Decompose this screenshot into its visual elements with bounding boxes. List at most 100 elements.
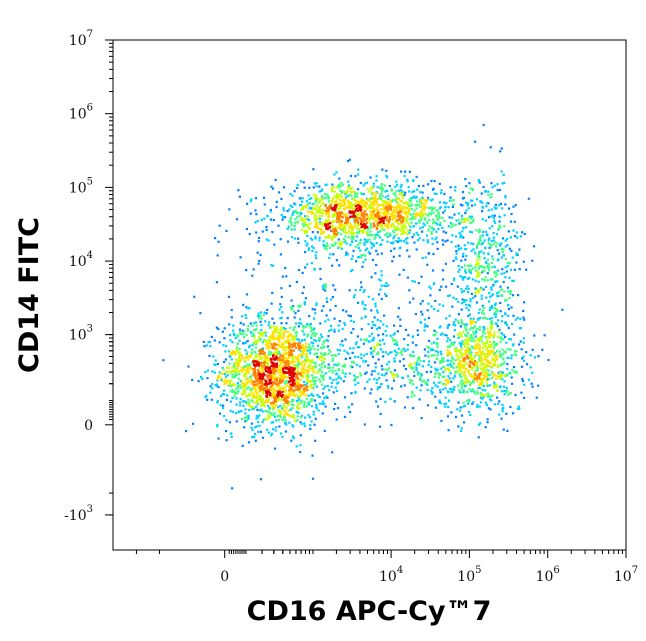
event-dot	[278, 373, 281, 376]
event-dot	[208, 341, 211, 344]
event-dot	[361, 199, 364, 202]
event-dot	[468, 384, 471, 387]
event-dot	[280, 306, 283, 309]
event-dot	[368, 334, 371, 338]
event-dot	[257, 377, 260, 380]
event-dot	[455, 235, 458, 238]
event-dot	[485, 202, 489, 205]
event-dot	[396, 183, 399, 186]
event-dot	[341, 204, 344, 207]
event-dot	[252, 332, 255, 335]
event-dot	[367, 198, 370, 201]
event-dot	[344, 231, 347, 234]
event-dot	[289, 204, 292, 207]
event-dot	[185, 430, 188, 433]
event-dot	[216, 254, 219, 257]
event-dot	[382, 207, 385, 210]
event-dot	[244, 342, 247, 345]
event-dot	[304, 221, 307, 224]
event-dot	[300, 399, 303, 402]
event-dot	[509, 289, 512, 292]
event-dot	[301, 352, 304, 355]
event-dot	[312, 207, 315, 211]
event-dot	[320, 196, 324, 199]
event-dot	[512, 229, 515, 232]
event-dot	[491, 214, 494, 217]
event-dot	[282, 408, 285, 412]
event-dot	[490, 317, 493, 320]
event-dot	[286, 400, 289, 403]
event-dot	[301, 200, 304, 203]
event-dot	[406, 215, 409, 218]
event-dot	[349, 231, 353, 234]
event-dot	[286, 362, 289, 365]
event-dot	[351, 190, 354, 193]
event-dot	[258, 394, 261, 397]
event-dot	[332, 391, 335, 394]
event-dot	[264, 410, 267, 413]
event-dot	[320, 355, 323, 358]
event-dot	[455, 366, 458, 369]
event-dot	[439, 388, 442, 391]
event-dot	[334, 226, 337, 229]
event-dot	[393, 374, 396, 377]
event-dot	[396, 352, 400, 355]
event-dot	[253, 350, 256, 353]
event-dot	[292, 435, 295, 438]
event-dot	[311, 308, 314, 311]
event-dot	[490, 239, 493, 242]
event-dot	[241, 367, 245, 370]
event-dot	[237, 377, 240, 380]
event-dot	[266, 362, 269, 365]
event-dot	[329, 236, 332, 239]
event-dot	[344, 201, 347, 204]
event-dot	[209, 391, 212, 394]
event-dot	[297, 354, 300, 357]
event-dot	[292, 310, 295, 313]
event-dot	[247, 417, 250, 420]
event-dot	[477, 311, 480, 314]
event-dot	[460, 351, 463, 354]
event-dot	[384, 184, 387, 187]
event-dot	[397, 228, 400, 231]
event-dot	[238, 364, 241, 367]
event-dot	[302, 181, 305, 184]
event-dot	[463, 270, 467, 273]
event-dot	[442, 388, 445, 391]
event-dot	[305, 397, 308, 400]
event-dot	[335, 389, 339, 392]
event-dot	[339, 244, 342, 247]
event-dot	[282, 334, 285, 337]
event-dot	[498, 224, 501, 227]
event-dot	[344, 253, 347, 256]
event-dot	[291, 399, 294, 402]
event-dot	[496, 365, 499, 369]
event-dot	[427, 350, 430, 354]
event-dot	[477, 267, 480, 270]
event-dot	[254, 321, 258, 324]
event-dot	[353, 378, 357, 381]
event-dot	[474, 377, 477, 380]
event-dot	[415, 366, 418, 369]
event-dot	[494, 272, 497, 275]
event-dot	[270, 264, 273, 267]
event-dot	[318, 338, 321, 341]
event-dot	[499, 377, 502, 380]
event-dot	[474, 292, 477, 295]
event-dot	[501, 268, 504, 271]
event-dot	[314, 225, 317, 228]
event-dot	[493, 374, 496, 377]
event-dot	[272, 390, 275, 393]
event-dot	[283, 360, 286, 363]
event-dot	[349, 188, 352, 191]
event-dot	[247, 401, 251, 404]
event-dot	[500, 288, 503, 291]
event-dot	[265, 391, 268, 394]
event-dot	[271, 317, 274, 320]
event-dot	[258, 259, 261, 262]
event-dot	[483, 239, 486, 242]
event-dot	[483, 279, 487, 282]
event-dot	[257, 382, 260, 385]
event-dot	[387, 206, 390, 209]
event-dot	[360, 256, 363, 259]
